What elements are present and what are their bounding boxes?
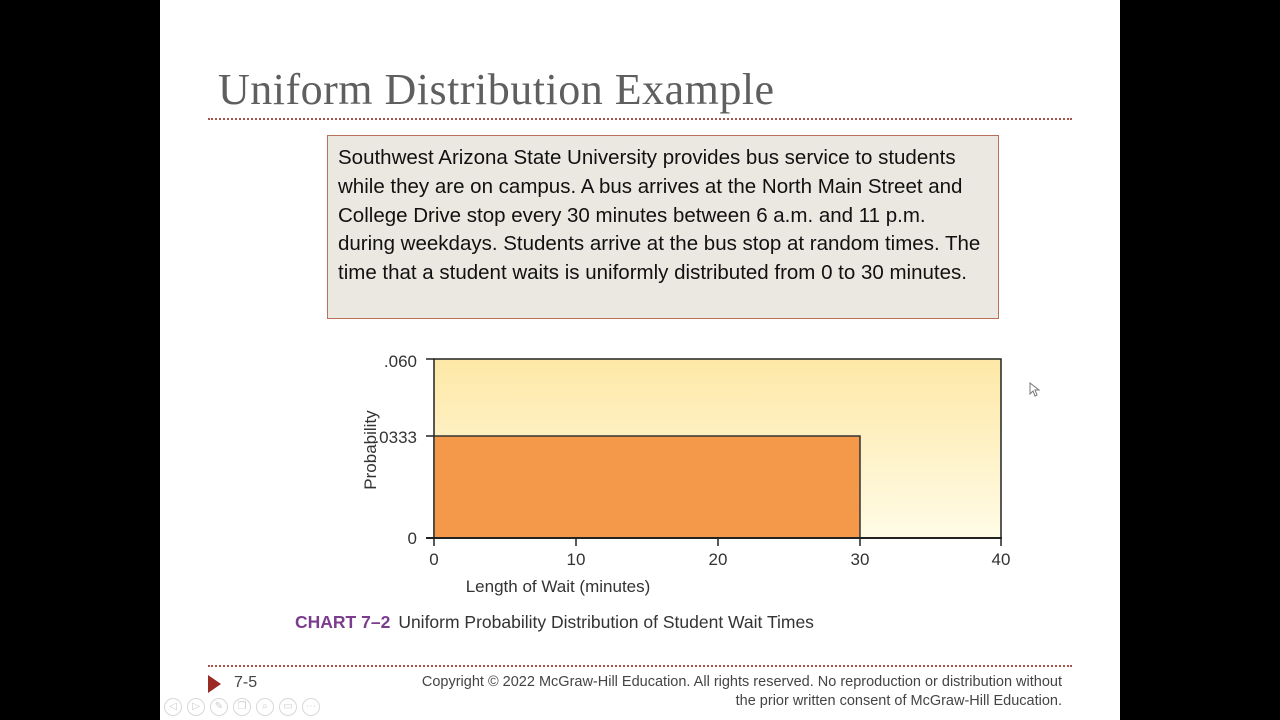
- slides-icon[interactable]: ❐: [233, 698, 251, 716]
- next-icon[interactable]: ▷: [187, 698, 205, 716]
- x-tick-label: 0: [429, 550, 439, 569]
- slideshow-controls: ◁ ▷ ✎ ❐ ⌕ ▭ ⋯: [164, 698, 320, 716]
- zoom-icon[interactable]: ⌕: [256, 698, 274, 716]
- mouse-cursor-icon: [1029, 382, 1041, 397]
- y-axis-label: Probability: [361, 410, 380, 490]
- chart-number: CHART 7–2: [295, 612, 391, 632]
- y-tick-label: .060: [383, 352, 417, 371]
- x-tick-label: 10: [566, 550, 586, 569]
- title-divider: [208, 118, 1072, 120]
- x-tick-label: 40: [991, 550, 1011, 569]
- copyright-line-2: the prior written consent of McGraw-Hill…: [735, 693, 1062, 709]
- problem-textbox: Southwest Arizona State University provi…: [327, 135, 999, 319]
- previous-icon[interactable]: ◁: [164, 698, 182, 716]
- slide: Uniform Distribution Example Southwest A…: [160, 0, 1120, 720]
- chart-caption-text: Uniform Probability Distribution of Stud…: [398, 612, 814, 632]
- chart-caption: CHART 7–2 Uniform Probability Distributio…: [295, 612, 814, 633]
- page-number: 7-5: [234, 674, 258, 691]
- slide-title: Uniform Distribution Example: [218, 65, 775, 114]
- problem-text: Southwest Arizona State University provi…: [338, 146, 981, 285]
- y-tick-label: .0333: [374, 428, 417, 447]
- copyright-notice: Copyright © 2022 McGraw-Hill Education. …: [422, 673, 1062, 711]
- y-tick-label: 0: [407, 529, 417, 548]
- footer-divider: [208, 665, 1072, 667]
- subtitles-icon[interactable]: ▭: [279, 698, 297, 716]
- x-tick-label: 30: [850, 550, 870, 569]
- x-tick-label: 20: [708, 550, 728, 569]
- x-axis-label: Length of Wait (minutes): [465, 577, 651, 596]
- page-marker-icon: [208, 675, 221, 693]
- copyright-line-1: Copyright © 2022 McGraw-Hill Education. …: [421, 674, 1062, 690]
- more-icon[interactable]: ⋯: [302, 698, 320, 716]
- pen-icon[interactable]: ✎: [210, 698, 228, 716]
